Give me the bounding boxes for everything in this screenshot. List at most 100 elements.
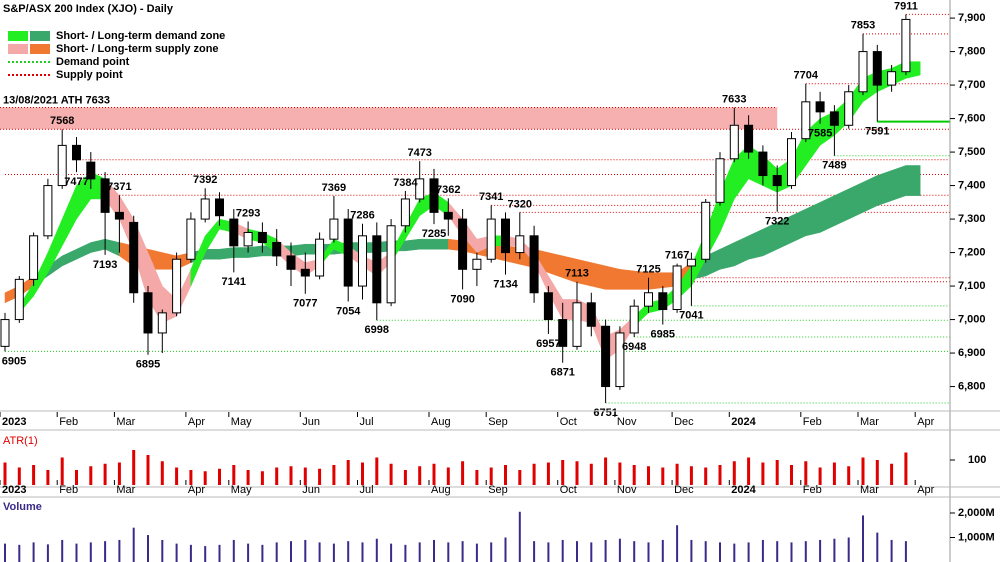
volume-label: Volume: [3, 501, 42, 513]
volume-bar: [189, 544, 192, 562]
y-tick-label: 7,300: [958, 213, 986, 225]
candle-body: [443, 211, 453, 220]
y-tick-label: 6,800: [958, 380, 986, 392]
atr-bar: [675, 463, 679, 485]
candle-body: [229, 218, 239, 247]
price-annotation: 7054: [336, 305, 361, 317]
candle-body: [86, 161, 96, 180]
candle-body: [815, 101, 825, 113]
atr-bar: [117, 462, 121, 485]
candle-body: [515, 235, 525, 254]
x-tick-label: Apr: [917, 484, 934, 496]
volume-bar: [161, 539, 164, 562]
volume-bar: [618, 538, 621, 562]
price-annotation: 7473: [407, 147, 431, 159]
x-tick-label: May: [231, 484, 252, 496]
volume-bar: [304, 539, 307, 562]
volume-bar: [204, 546, 207, 562]
candle-body: [858, 51, 868, 93]
atr-bar: [818, 467, 822, 485]
candle-body: [715, 158, 725, 203]
long-zone: [247, 245, 263, 258]
atr-bar: [790, 465, 793, 485]
candle-body: [300, 268, 310, 277]
volume-bar: [533, 541, 536, 562]
candle-body: [329, 218, 339, 240]
candle-body: [772, 175, 782, 187]
legend-swatch: [30, 31, 50, 41]
volume-bar: [862, 515, 864, 562]
candle-body: [901, 18, 911, 73]
long-zone: [548, 252, 563, 279]
volume-bar: [32, 542, 35, 562]
candle-body: [758, 151, 768, 177]
legend-label: Short- / Long-term supply zone: [56, 43, 219, 55]
long-zone: [405, 238, 420, 252]
volume-bar: [847, 537, 850, 562]
long-zone: [734, 235, 749, 267]
x-tick-label: 2023: [2, 416, 26, 428]
volume-bar: [318, 542, 321, 562]
atr-bar: [832, 462, 836, 485]
long-zone: [834, 188, 849, 227]
candle-body: [644, 292, 653, 307]
volume-bar: [232, 539, 235, 562]
x-tick-label: May: [231, 416, 252, 428]
price-annotation: 7285: [422, 228, 446, 240]
long-zone: [877, 170, 892, 207]
candle-body: [872, 51, 882, 86]
atr-bar: [275, 467, 279, 485]
volume-bar: [776, 541, 779, 562]
candle-body: [672, 265, 682, 311]
atr-bar: [546, 462, 550, 485]
x-tick-label: Jun: [302, 484, 320, 496]
long-zone: [591, 262, 606, 290]
volume-bar: [733, 543, 736, 562]
volume-bar: [132, 527, 135, 562]
volume-bar: [89, 542, 92, 562]
atr-bar: [146, 455, 150, 485]
price-annotation: 7293: [236, 207, 260, 219]
candle-body: [501, 218, 510, 254]
volume-bar: [747, 542, 750, 562]
candle-body: [343, 218, 353, 287]
atr-bar: [232, 465, 236, 485]
atr-bar: [361, 462, 364, 485]
legend-label: Demand point: [56, 56, 130, 68]
atr-bar: [32, 465, 36, 485]
atr-bar: [461, 461, 465, 485]
volume-bar: [475, 543, 478, 562]
atr-bar: [303, 467, 307, 485]
candle-body: [458, 218, 468, 270]
price-annotation: 6905: [2, 355, 26, 367]
candle-body: [729, 124, 739, 160]
x-tick-label: Feb: [803, 484, 822, 496]
legend-swatch: [30, 44, 50, 54]
atr-bar: [475, 470, 479, 485]
x-tick-label: Dec: [674, 416, 694, 428]
price-annotation: 7384: [393, 177, 418, 189]
x-tick-label: Nov: [617, 416, 637, 428]
candle-body: [744, 124, 754, 153]
price-annotation: 7704: [794, 70, 819, 82]
atr-bar: [289, 466, 293, 485]
candle-body: [272, 242, 282, 257]
atr-bar: [260, 471, 264, 485]
volume-bar: [18, 544, 21, 562]
volume-bar: [332, 543, 335, 562]
atr-bar: [3, 462, 7, 485]
candle-body: [658, 292, 668, 311]
candle-body: [143, 292, 153, 334]
volume-bar: [218, 544, 221, 562]
candle-body: [572, 302, 582, 347]
volume-bar: [390, 543, 393, 562]
x-tick-label: Sep: [488, 416, 508, 428]
price-annotation: 7090: [450, 293, 474, 305]
atr-bar: [346, 460, 350, 485]
price-annotation: 7911: [894, 0, 918, 12]
candle-body: [57, 144, 67, 187]
price-annotation: 7853: [851, 20, 875, 32]
candle-body: [358, 235, 367, 287]
long-zone: [862, 175, 878, 213]
candle-body: [29, 235, 39, 280]
